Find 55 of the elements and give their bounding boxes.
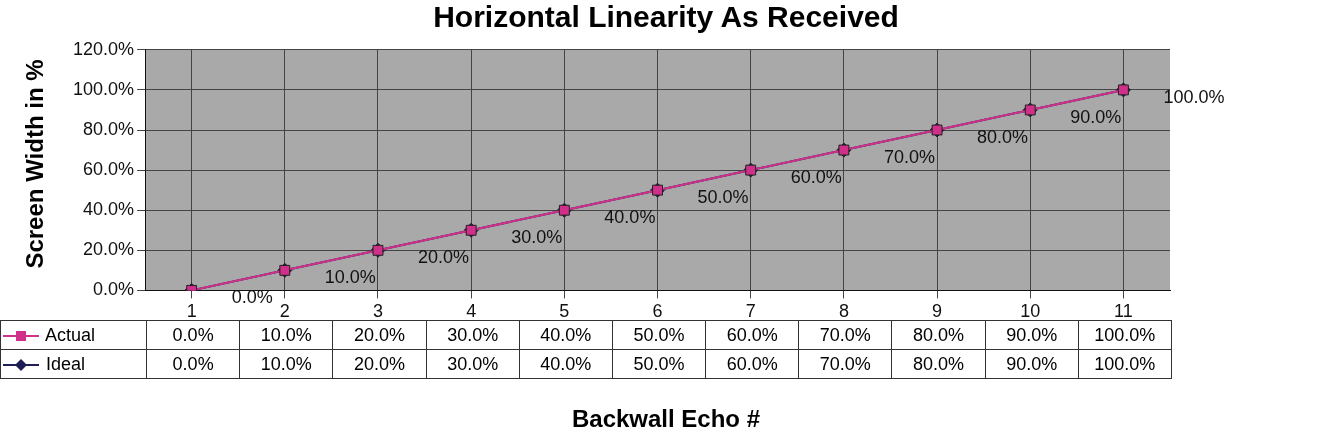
- data-label: 30.0%: [426, 349, 520, 379]
- data-label: 20.0%: [332, 349, 427, 379]
- y-tick-label: 80.0%: [83, 118, 135, 139]
- text: 20.0%: [417, 247, 470, 268]
- data-label: 30.0%: [426, 320, 520, 350]
- x-tick-label: 11: [1114, 301, 1133, 322]
- data-label: 0.0%: [146, 349, 240, 379]
- text: 60.0%: [790, 167, 842, 188]
- text: 90.0%: [1070, 106, 1122, 127]
- x-tick-label: 1: [186, 301, 197, 322]
- data-label: 50.0%: [612, 349, 706, 379]
- x-tick-label: 4: [466, 301, 477, 322]
- data-label: 90.0%: [985, 349, 1079, 379]
- data-label: 20.0%: [332, 320, 427, 350]
- x-tick-label: 8: [838, 301, 849, 322]
- y-tick-label: 120.0%: [72, 38, 135, 59]
- data-label: 70.0%: [798, 349, 892, 379]
- text: 50.0%: [697, 187, 749, 208]
- text: 30.0%: [511, 227, 563, 248]
- data-label: 40.0%: [519, 349, 613, 379]
- data-label: 60.0%: [705, 349, 799, 379]
- data-label: 40.0%: [519, 320, 613, 350]
- y-axis-title: Screen Width in %: [21, 58, 49, 271]
- data-label: 70.0%: [798, 320, 892, 350]
- data-label: 60.0%: [705, 320, 799, 350]
- text: 80.0%: [977, 126, 1029, 147]
- legend-label: Ideal: [45, 353, 86, 374]
- chart-title: Horizontal Linearity As Received: [432, 0, 900, 34]
- y-tick-label: 20.0%: [83, 239, 135, 260]
- text: 40.0%: [604, 207, 656, 228]
- legend-label: Actual: [44, 324, 96, 345]
- text: 10.0%: [324, 267, 376, 288]
- data-label: 80.0%: [891, 349, 986, 379]
- data-label: 80.0%: [891, 320, 986, 350]
- data-label: 10.0%: [239, 320, 333, 350]
- x-axis-title: Backwall Echo #: [570, 405, 762, 433]
- data-label: 10.0%: [239, 349, 333, 379]
- data-label: 90.0%: [985, 320, 1079, 350]
- x-tick-label: 5: [559, 301, 570, 322]
- data-label: 50.0%: [612, 320, 706, 350]
- x-tick-label: 10: [1020, 301, 1041, 322]
- text: 70.0%: [883, 147, 935, 168]
- y-tick-label: 0.0%: [93, 279, 135, 300]
- text: 100.0%: [1163, 86, 1225, 107]
- y-tick-label: 100.0%: [72, 78, 135, 99]
- x-tick-label: 3: [372, 301, 383, 322]
- y-tick-label: 60.0%: [83, 159, 135, 180]
- x-tick-label: 2: [279, 301, 290, 322]
- data-label: 100.0%: [1078, 320, 1172, 350]
- data-label: 0.0%: [146, 320, 240, 350]
- y-tick-label: 40.0%: [83, 199, 135, 220]
- x-tick-label: 6: [652, 301, 663, 322]
- data-label: 100.0%: [1078, 349, 1172, 379]
- x-tick-label: 7: [745, 301, 756, 322]
- x-tick-label: 9: [932, 301, 943, 322]
